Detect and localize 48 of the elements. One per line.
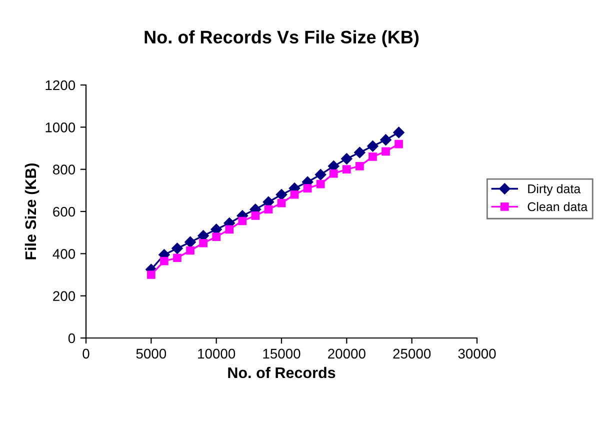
point — [368, 152, 377, 161]
legend-label: Clean data — [528, 202, 588, 212]
point — [314, 169, 326, 180]
point — [147, 270, 156, 279]
point — [290, 190, 299, 199]
point — [380, 134, 392, 146]
x-axis-title: No. of Records — [228, 366, 336, 378]
point — [342, 165, 351, 174]
point — [186, 246, 194, 255]
y-tick-label: 400 — [52, 249, 76, 259]
y-tick-label: 200 — [53, 291, 76, 302]
point — [199, 238, 208, 248]
point — [225, 225, 234, 234]
y-tick-label: 600 — [53, 206, 76, 217]
y-axis-title: File Size (KB) — [24, 163, 40, 260]
point — [277, 198, 286, 208]
point — [329, 169, 338, 178]
point — [303, 184, 312, 192]
point — [264, 205, 273, 214]
x-tick-label: 10000 — [198, 348, 236, 359]
point — [276, 189, 288, 200]
point — [173, 254, 182, 262]
x-tick-label: 15000 — [263, 348, 300, 359]
legend-label: Dirty data — [528, 184, 581, 196]
x-tick-label: 25000 — [393, 348, 431, 359]
point — [367, 140, 378, 152]
point — [184, 236, 196, 248]
point — [393, 126, 404, 138]
point — [212, 232, 220, 241]
chart-title: No. of Records Vs File Size (KB) — [144, 30, 419, 48]
y-tick-label: 0 — [68, 333, 76, 344]
y-tick-label: 1200 — [46, 80, 76, 90]
point — [341, 153, 352, 164]
x-tick-label: 30000 — [458, 348, 496, 359]
y-tick-label: 1000 — [46, 122, 76, 132]
y-tick-label: 800 — [53, 164, 76, 175]
point — [160, 256, 168, 266]
point — [354, 146, 366, 158]
x-tick-label: 0 — [82, 348, 90, 359]
point — [382, 147, 390, 156]
point — [172, 242, 183, 254]
point — [251, 212, 260, 220]
x-tick-label: 5000 — [136, 348, 166, 359]
x-tick-label: 20000 — [328, 348, 366, 359]
point — [316, 180, 325, 188]
point — [394, 140, 403, 148]
point — [238, 216, 247, 226]
point — [356, 162, 364, 170]
